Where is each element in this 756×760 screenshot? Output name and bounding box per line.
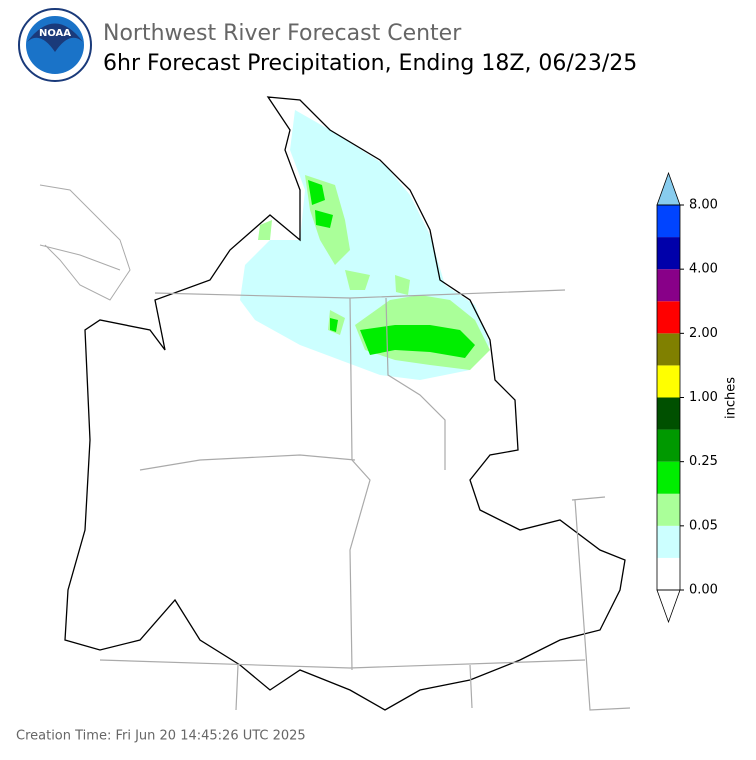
colorbar-under (656, 589, 681, 624)
map (39, 96, 631, 711)
colorbar-segment (657, 237, 680, 270)
colorbar-tick-label: 4.00 (689, 262, 718, 277)
colorbar-tick-label: 0.05 (689, 518, 718, 533)
colorbar-segment (657, 493, 680, 526)
footer: Creation Time: Fri Jun 20 14:45:26 UTC 2… (16, 729, 306, 744)
colorbar-tick-label: 0.00 (689, 583, 718, 598)
colorbar-segment (657, 365, 680, 398)
precip-heavy (308, 180, 475, 358)
coastline-bc (39, 184, 131, 301)
logo-text: NOAA (39, 28, 71, 39)
colorbar-label: inches (724, 377, 739, 419)
colorbar-segment (657, 429, 680, 462)
colorbar-tick-label: 1.00 (689, 390, 718, 405)
colorbar-segment (657, 301, 680, 334)
colorbar-segment (657, 525, 680, 558)
colorbar-segment (657, 333, 680, 366)
colorbar-tick-label: 0.25 (689, 454, 718, 469)
colorbar-segment (657, 397, 680, 430)
title: Northwest River Forecast Center (103, 21, 462, 46)
colorbar-segment (657, 269, 680, 302)
colorbar-segment (657, 461, 680, 494)
state-lines (99, 289, 631, 711)
colorbar-tick-label: 8.00 (689, 198, 718, 213)
colorbar-segment (657, 557, 680, 590)
colorbar-segment (657, 205, 680, 238)
noaa-logo: NOAA (18, 8, 92, 82)
subtitle: 6hr Forecast Precipitation, Ending 18Z, … (103, 51, 637, 76)
colorbar-over (656, 171, 681, 206)
colorbar-tick-label: 2.00 (689, 326, 718, 341)
colorbar: 0.00 0.05 0.25 1.00 2.00 4.00 8.00 (656, 171, 718, 624)
logo-bird (27, 23, 83, 52)
basin-outline (64, 96, 626, 711)
